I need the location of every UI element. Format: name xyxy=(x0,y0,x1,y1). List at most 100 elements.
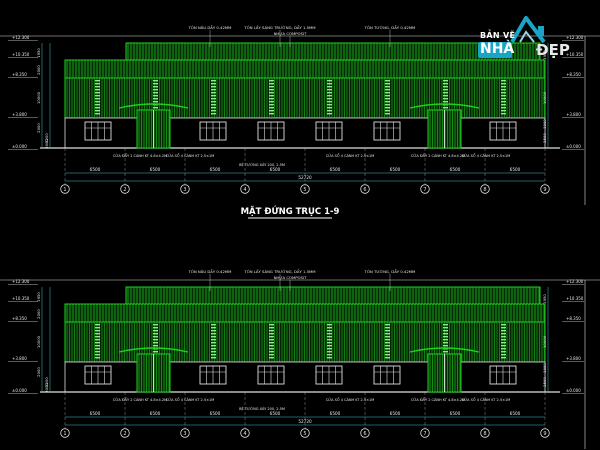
column-strip-dot xyxy=(269,89,274,91)
grid-axis-label: 8 xyxy=(483,187,486,193)
column-strip-dot xyxy=(327,336,332,338)
dim-left: 2000 xyxy=(36,123,41,133)
bay-dim: 6500 xyxy=(90,167,101,172)
grid-axis-label: 4 xyxy=(243,431,246,437)
column-strip-dot xyxy=(501,345,506,347)
level-mark-right: +8.350 xyxy=(566,316,581,321)
door-canopy xyxy=(409,347,480,353)
dim-right: 1950 xyxy=(542,294,547,304)
top-note: NHỰA COMPOSIT xyxy=(274,275,307,280)
level-mark-right: +10.350 xyxy=(566,296,584,301)
column-strip-dot xyxy=(443,330,448,332)
column-strip-dot xyxy=(269,351,274,353)
column-strip-dot xyxy=(385,330,390,332)
column-strip-dot xyxy=(385,345,390,347)
column-strip-dot xyxy=(211,333,216,335)
bay-dim: 6500 xyxy=(450,167,461,172)
column-strip-dot xyxy=(501,107,506,109)
column-strip-dot xyxy=(443,351,448,353)
column-strip-dot xyxy=(269,333,274,335)
column-strip-dot xyxy=(95,324,100,326)
column-strip-dot xyxy=(95,327,100,329)
column-strip-dot xyxy=(95,333,100,335)
grid-axis-label: 1 xyxy=(63,431,66,437)
column-strip-dot xyxy=(501,354,506,356)
column-strip-dot xyxy=(327,104,332,106)
column-strip-dot xyxy=(269,80,274,82)
column-strip-dot xyxy=(95,101,100,103)
column-strip-dot xyxy=(385,339,390,341)
column-strip-dot xyxy=(95,351,100,353)
column-strip-dot xyxy=(211,330,216,332)
column-strip-dot xyxy=(501,333,506,335)
column-strip-dot xyxy=(211,357,216,359)
dim-left: 3000 xyxy=(44,383,49,393)
column-strip-dot xyxy=(153,333,158,335)
top-note: TÔN LẤY SÁNG TRƯỜNG, DẦY 1.5MM xyxy=(243,269,315,274)
column-strip-dot xyxy=(95,89,100,91)
dim-right: 10000 xyxy=(542,335,547,348)
level-mark-left: +3.800 xyxy=(12,356,27,361)
column-strip-dot xyxy=(211,89,216,91)
column-strip-dot xyxy=(153,95,158,97)
bay-dim: 6500 xyxy=(210,167,221,172)
bay-dim: 6500 xyxy=(330,411,341,416)
grid-axis-label: 7 xyxy=(423,187,426,193)
column-strip-dot xyxy=(327,324,332,326)
door-canopy xyxy=(118,347,189,353)
level-mark-right: +3.800 xyxy=(566,356,581,361)
grid-bubble xyxy=(540,428,550,438)
level-mark-left: +10.350 xyxy=(12,296,30,301)
elevation-panel-top: TÔN NÂU DẦY 0.42MM TÔN LẤY SÁNG TRƯỜNG, D… xyxy=(0,25,600,205)
column-strip-dot xyxy=(385,80,390,82)
column-strip-dot xyxy=(327,110,332,112)
column-strip-dot xyxy=(211,324,216,326)
dim-right: 1950 xyxy=(542,50,547,60)
column-strip-dot xyxy=(501,113,506,115)
column-strip-dot xyxy=(211,348,216,350)
column-strip-dot xyxy=(501,104,506,106)
dim-left: 3200 xyxy=(44,133,49,143)
column-strip-dot xyxy=(327,107,332,109)
level-mark-right: +10.350 xyxy=(566,52,584,57)
column-strip-dot xyxy=(95,83,100,85)
grid-bubble xyxy=(480,428,490,438)
column-strip-dot xyxy=(153,351,158,353)
dim-left: 1950 xyxy=(36,292,41,302)
level-mark-left: +10.350 xyxy=(12,52,30,57)
dim-right: 10000 xyxy=(542,91,547,104)
level-mark-right: +12.300 xyxy=(566,35,584,40)
bay-dim: 6500 xyxy=(450,411,461,416)
column-strip-dot xyxy=(501,357,506,359)
column-strip-dot xyxy=(211,107,216,109)
column-strip-dot xyxy=(153,342,158,344)
column-strip-dot xyxy=(211,92,216,94)
column-strip-dot xyxy=(501,92,506,94)
dim-left: 2000 xyxy=(36,65,41,75)
bay-dim: 6500 xyxy=(270,411,281,416)
bottom-note: CỬA ĐẨY 2 CÁNH KT 4.8×4.2M xyxy=(113,397,167,402)
bottom-note: CỬA SỔ 4 CÁNH KT 2.5×1M xyxy=(326,153,375,158)
column-strip-dot xyxy=(269,342,274,344)
column-strip-dot xyxy=(327,351,332,353)
column-strip-dot xyxy=(211,113,216,115)
column-strip-dot xyxy=(327,333,332,335)
column-strip-dot xyxy=(501,339,506,341)
bay-dim: 6500 xyxy=(150,411,161,416)
column-strip-dot xyxy=(327,327,332,329)
column-strip-dot xyxy=(95,339,100,341)
column-strip-dot xyxy=(211,351,216,353)
total-dim: 52720 xyxy=(298,175,312,180)
level-mark-left: +8.350 xyxy=(12,316,27,321)
column-strip-dot xyxy=(385,327,390,329)
column-strip-dot xyxy=(327,113,332,115)
total-dim: 52720 xyxy=(298,419,312,424)
door-canopy xyxy=(409,103,480,109)
grid-bubble xyxy=(300,184,310,194)
column-strip-dot xyxy=(269,98,274,100)
column-strip-dot xyxy=(269,104,274,106)
column-strip-dot xyxy=(501,330,506,332)
grid-bubble xyxy=(60,428,70,438)
drawing-title: MẶT ĐỨNG TRỤC 1-9 xyxy=(241,205,340,217)
